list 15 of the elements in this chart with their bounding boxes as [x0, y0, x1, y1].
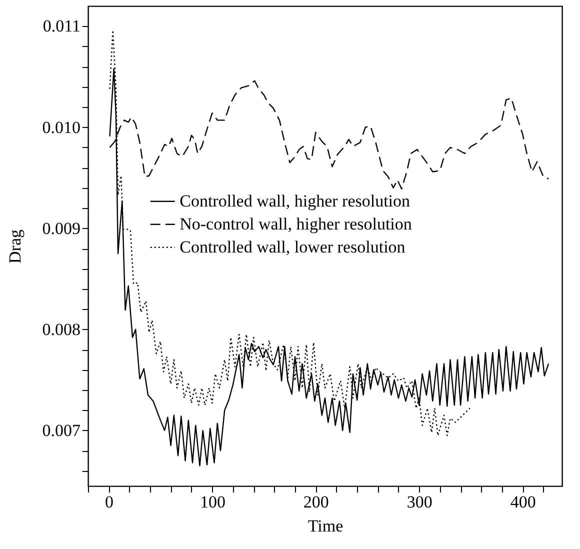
legend-label: No-control wall, higher resolution: [180, 214, 412, 234]
x-tick-label: 300: [406, 492, 432, 512]
legend-label: Controlled wall, higher resolution: [180, 191, 411, 210]
y-tick-label: 0.009: [42, 218, 80, 238]
x-tick-label: 100: [200, 492, 226, 512]
x-tick-label: 400: [510, 492, 536, 512]
y-tick-label: 0.011: [42, 16, 80, 36]
legend-label: Controlled wall, lower resolution: [180, 237, 406, 256]
y-axis-title: Drag: [5, 229, 24, 264]
y-tick-label: 0.008: [42, 320, 80, 339]
y-tick-label: 0.007: [42, 420, 81, 440]
x-tick-label: 200: [303, 492, 329, 512]
x-axis-title: Time: [308, 516, 344, 536]
y-tick-label: 0.010: [42, 118, 80, 137]
x-tick-label: 0: [104, 492, 114, 512]
